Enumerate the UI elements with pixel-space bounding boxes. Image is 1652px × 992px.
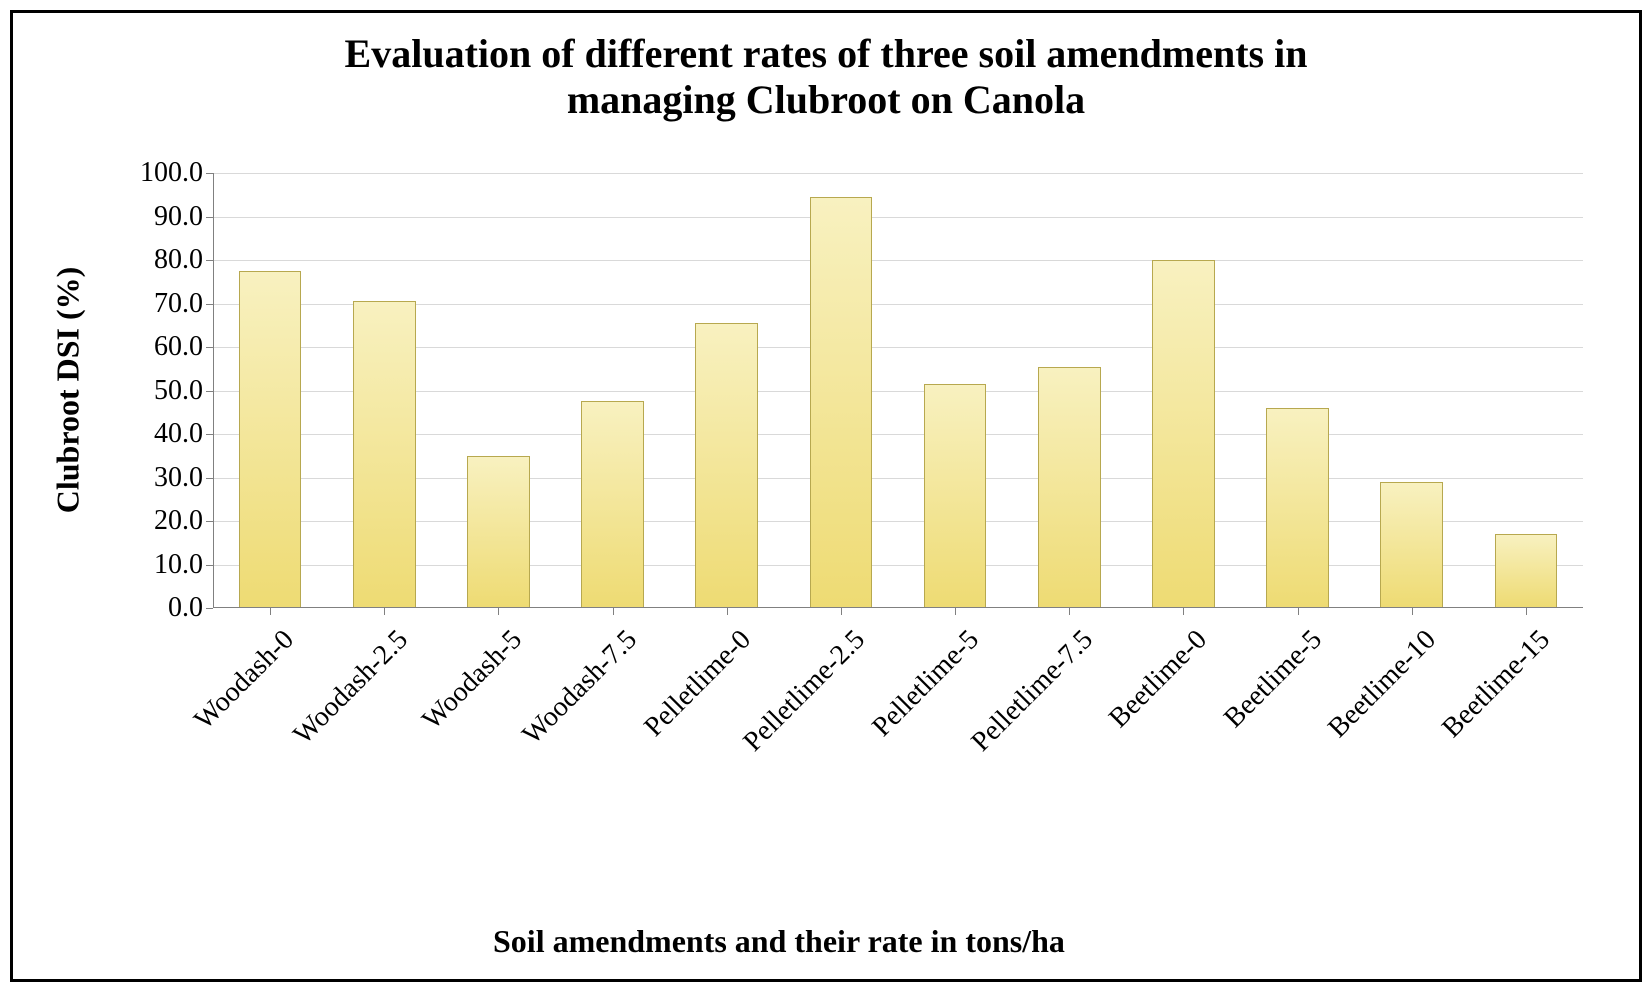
gridline — [213, 521, 1583, 522]
y-tick-label: 50.0 — [154, 375, 203, 407]
x-tick-label: Beetlime-15 — [1350, 624, 1556, 830]
y-tick-mark — [206, 521, 213, 522]
x-tick-mark — [1412, 608, 1413, 615]
y-tick-mark — [206, 304, 213, 305]
y-tick-label: 10.0 — [154, 549, 203, 581]
x-tick-label: Pelletlime-5 — [779, 624, 985, 830]
gridline — [213, 391, 1583, 392]
bar — [467, 456, 530, 608]
gridline — [213, 173, 1583, 174]
bar — [353, 301, 416, 608]
gridline — [213, 217, 1583, 218]
y-tick-label: 80.0 — [154, 244, 203, 276]
y-tick-mark — [206, 217, 213, 218]
y-tick-mark — [206, 565, 213, 566]
x-tick-mark — [841, 608, 842, 615]
y-tick-label: 30.0 — [154, 462, 203, 494]
y-tick-label: 20.0 — [154, 505, 203, 537]
gridline — [213, 478, 1583, 479]
x-tick-mark — [384, 608, 385, 615]
bar — [1038, 367, 1101, 608]
x-tick-mark — [498, 608, 499, 615]
y-tick-label: 70.0 — [154, 288, 203, 320]
chart-title-line2: managing Clubroot on Canola — [567, 77, 1085, 122]
x-tick-mark — [1069, 608, 1070, 615]
y-tick-label: 0.0 — [168, 592, 203, 624]
y-tick-mark — [206, 391, 213, 392]
bar — [1380, 482, 1443, 608]
x-tick-label: Woodash-5 — [323, 624, 529, 830]
y-tick-label: 100.0 — [140, 157, 203, 189]
x-tick-label: Beetlime-0 — [1008, 624, 1214, 830]
x-tick-mark — [1526, 608, 1527, 615]
gridline — [213, 434, 1583, 435]
y-tick-mark — [206, 478, 213, 479]
x-tick-label: Woodash-2.5 — [208, 624, 414, 830]
gridline — [213, 260, 1583, 261]
x-tick-label: Pelletlime-2.5 — [665, 624, 871, 830]
bar — [1152, 260, 1215, 608]
x-tick-mark — [1298, 608, 1299, 615]
y-tick-mark — [206, 347, 213, 348]
x-tick-mark — [1183, 608, 1184, 615]
y-tick-label: 60.0 — [154, 331, 203, 363]
y-axis-label: Clubroot DSI (%) — [50, 267, 87, 514]
gridline — [213, 565, 1583, 566]
x-tick-label: Woodash-0 — [94, 624, 300, 830]
x-tick-label: Beetlime-5 — [1122, 624, 1328, 830]
y-tick-mark — [206, 434, 213, 435]
chart-title-line1: Evaluation of different rates of three s… — [345, 31, 1308, 76]
y-tick-mark — [206, 608, 213, 609]
chart-title: Evaluation of different rates of three s… — [13, 31, 1639, 123]
bar — [810, 197, 873, 608]
bar — [695, 323, 758, 608]
chart-frame: Evaluation of different rates of three s… — [10, 10, 1642, 982]
bar — [239, 271, 302, 608]
x-axis-label: Soil amendments and their rate in tons/h… — [493, 923, 1065, 960]
gridline — [213, 347, 1583, 348]
gridline — [213, 304, 1583, 305]
x-axis-line — [213, 607, 1583, 608]
y-tick-mark — [206, 173, 213, 174]
y-tick-mark — [206, 260, 213, 261]
y-tick-label: 40.0 — [154, 418, 203, 450]
y-tick-label: 90.0 — [154, 201, 203, 233]
x-tick-mark — [727, 608, 728, 615]
x-tick-mark — [955, 608, 956, 615]
bar — [581, 401, 644, 608]
y-axis-line — [213, 173, 214, 608]
x-tick-label: Beetlime-10 — [1236, 624, 1442, 830]
x-tick-label: Woodash-7.5 — [437, 624, 643, 830]
bar — [1266, 408, 1329, 608]
bar — [924, 384, 987, 608]
x-tick-mark — [270, 608, 271, 615]
x-tick-label: Pelletlime-0 — [551, 624, 757, 830]
bar — [1495, 534, 1558, 608]
x-tick-label: Pelletlime-7.5 — [893, 624, 1099, 830]
plot-area: 0.010.020.030.040.050.060.070.080.090.01… — [213, 173, 1583, 608]
x-tick-mark — [613, 608, 614, 615]
